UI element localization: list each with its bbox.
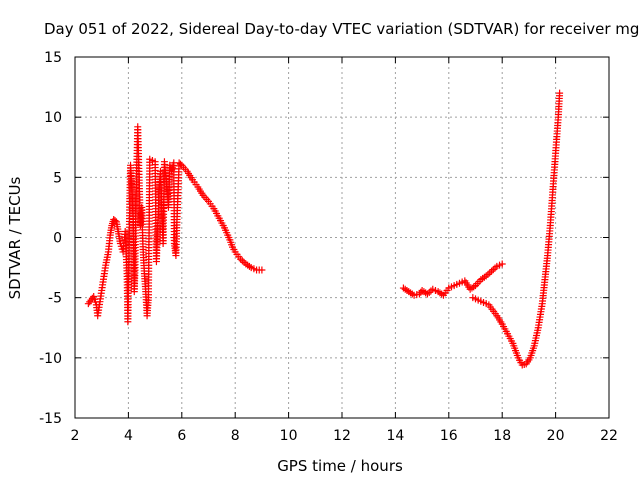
y-tick-label: 5 — [53, 170, 62, 186]
x-tick-label: 2 — [71, 428, 80, 444]
y-tick-label: -5 — [48, 291, 62, 307]
x-tick-label: 18 — [493, 428, 511, 444]
x-axis-label: GPS time / hours — [277, 457, 403, 475]
data-point-plus — [489, 266, 497, 274]
y-tick-labels: -15 -10 -5 0 5 10 15 — [39, 50, 62, 427]
x-tick-labels: 2 4 6 8 10 12 14 16 18 20 22 — [71, 428, 618, 444]
y-tick-label: 0 — [53, 231, 62, 247]
data-point-plus — [488, 267, 496, 275]
grid-lines — [75, 57, 609, 418]
data-point-plus — [176, 160, 184, 168]
x-tick-label: 16 — [440, 428, 458, 444]
x-tick-label: 22 — [600, 428, 618, 444]
x-tick-label: 4 — [124, 428, 133, 444]
chart-title: Day 051 of 2022, Sidereal Day-to-day VTE… — [44, 20, 640, 38]
data-point-plus — [556, 89, 564, 97]
axis-ticks — [74, 56, 610, 419]
data-point-plus — [498, 260, 506, 268]
data-point-plus — [111, 217, 119, 225]
y-tick-label: -15 — [39, 411, 62, 427]
x-tick-label: 8 — [231, 428, 240, 444]
y-axis-label: SDTVAR / TECUs — [6, 176, 24, 299]
x-tick-label: 20 — [547, 428, 565, 444]
data-points — [84, 89, 564, 369]
x-tick-label: 12 — [333, 428, 351, 444]
y-tick-label: 15 — [44, 50, 62, 66]
y-tick-label: 10 — [44, 110, 62, 126]
data-point-plus — [238, 257, 246, 265]
data-point-plus — [486, 269, 494, 277]
data-point-plus — [425, 288, 433, 296]
x-tick-label: 10 — [280, 428, 298, 444]
x-tick-label: 14 — [386, 428, 404, 444]
y-tick-label: -10 — [39, 351, 62, 367]
x-tick-label: 6 — [177, 428, 186, 444]
data-point-plus — [258, 266, 266, 274]
